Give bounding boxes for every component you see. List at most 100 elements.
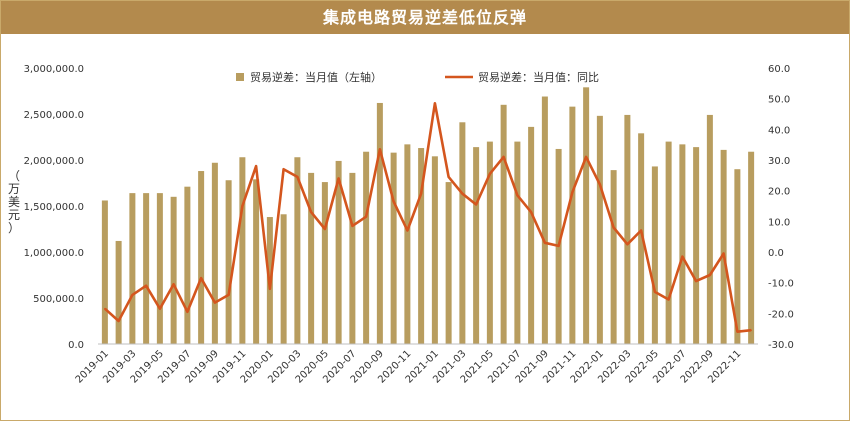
bar — [706, 114, 713, 344]
bar — [583, 87, 590, 344]
bar — [101, 200, 108, 344]
line-point — [654, 291, 656, 293]
bar — [253, 179, 260, 344]
line-point — [131, 294, 134, 296]
left-tick-label: 2,000,000.0 — [24, 156, 84, 167]
left-tick-label: 1,500,000.0 — [24, 202, 84, 213]
right-tick-label: 30.0 — [768, 156, 790, 167]
line-series — [104, 102, 752, 334]
line-point — [736, 330, 739, 333]
bar — [294, 157, 301, 344]
bar — [376, 102, 383, 345]
bar — [610, 170, 617, 344]
bar — [404, 144, 411, 344]
bar — [198, 171, 205, 344]
legend-swatch-bar — [236, 73, 244, 81]
chart-title: 集成电路贸易逆差低位反弹 — [1, 1, 849, 34]
bar — [459, 122, 466, 344]
left-axis: 0.0 500,000.0 1,000,000.0 1,500,000.0 2,000,… — [24, 64, 84, 351]
legend: 贸易逆差：当月值（左轴） 贸易逆差：当月值：同比 — [236, 70, 599, 84]
line-point — [365, 215, 367, 218]
bar — [693, 147, 700, 344]
line-point — [269, 288, 271, 290]
bar — [431, 156, 438, 344]
line-point — [681, 255, 684, 258]
bar — [143, 193, 150, 344]
y-axis-label-left: （万美元） — [8, 169, 20, 235]
bar — [321, 182, 328, 344]
line-point — [626, 243, 629, 246]
left-tick-label: 1,000,000.0 — [24, 248, 84, 259]
bar — [651, 166, 658, 344]
line-point — [544, 242, 546, 244]
legend-label-bar: 贸易逆差：当月值（左轴） — [250, 70, 382, 84]
line-point — [310, 211, 312, 213]
left-tick-label: 500,000.0 — [33, 294, 84, 305]
line-point — [420, 192, 422, 195]
right-axis: -30.0 -20.0 -10.0 0.0 10.0 20.0 30.0 40.0 50.0 60… — [768, 64, 794, 351]
line-point — [750, 329, 752, 332]
line-point — [172, 283, 175, 286]
bar — [638, 133, 645, 344]
line-point — [117, 320, 120, 322]
line-point — [324, 228, 326, 230]
x-axis: 2019-012019-032019-052019-072019-092019-… — [74, 343, 758, 386]
line-point — [557, 245, 560, 247]
bar — [665, 141, 672, 344]
bar — [363, 151, 370, 344]
bar — [115, 240, 122, 344]
line-point — [434, 102, 436, 105]
line-point — [296, 176, 299, 178]
bar — [569, 106, 576, 344]
line-point — [159, 307, 161, 310]
line-point — [722, 252, 725, 255]
line-point — [255, 165, 257, 167]
line-point — [392, 200, 395, 203]
bar — [239, 157, 246, 344]
line-point — [489, 173, 491, 175]
line-point — [585, 156, 587, 158]
line-point — [200, 277, 202, 279]
line-point — [145, 284, 147, 287]
right-tick-label: -10.0 — [768, 279, 794, 290]
bar — [225, 180, 232, 344]
right-tick-label: 60.0 — [768, 64, 790, 75]
bar — [170, 196, 177, 344]
line-point — [406, 229, 409, 232]
bar — [445, 182, 452, 344]
right-tick-label: 40.0 — [768, 125, 790, 136]
right-tick-label: 50.0 — [768, 95, 790, 106]
bar — [280, 214, 287, 344]
bar — [349, 172, 356, 344]
bar — [528, 126, 535, 344]
bar — [129, 193, 136, 344]
line-point — [599, 183, 601, 186]
bar — [390, 152, 397, 344]
line-point — [241, 205, 244, 207]
line-point — [461, 192, 464, 195]
yoy-line — [104, 102, 752, 334]
right-tick-label: 0.0 — [768, 248, 784, 259]
bar — [720, 149, 727, 344]
bar — [624, 114, 631, 344]
line-point — [337, 177, 340, 180]
bar — [418, 148, 425, 344]
line-point — [695, 280, 697, 282]
line-point — [214, 301, 216, 304]
bar-series — [101, 87, 755, 345]
bar — [500, 104, 507, 344]
bar — [679, 144, 686, 344]
bar — [211, 162, 218, 344]
line-point — [709, 274, 711, 276]
bar — [514, 141, 521, 344]
line-point — [104, 307, 106, 310]
line-point — [379, 148, 381, 151]
line-point — [475, 203, 477, 206]
line-point — [571, 191, 574, 193]
bar — [156, 193, 163, 344]
bar — [184, 186, 191, 344]
line-point — [530, 211, 532, 213]
line-point — [516, 194, 519, 197]
line-point — [667, 298, 670, 301]
bar — [596, 115, 603, 344]
